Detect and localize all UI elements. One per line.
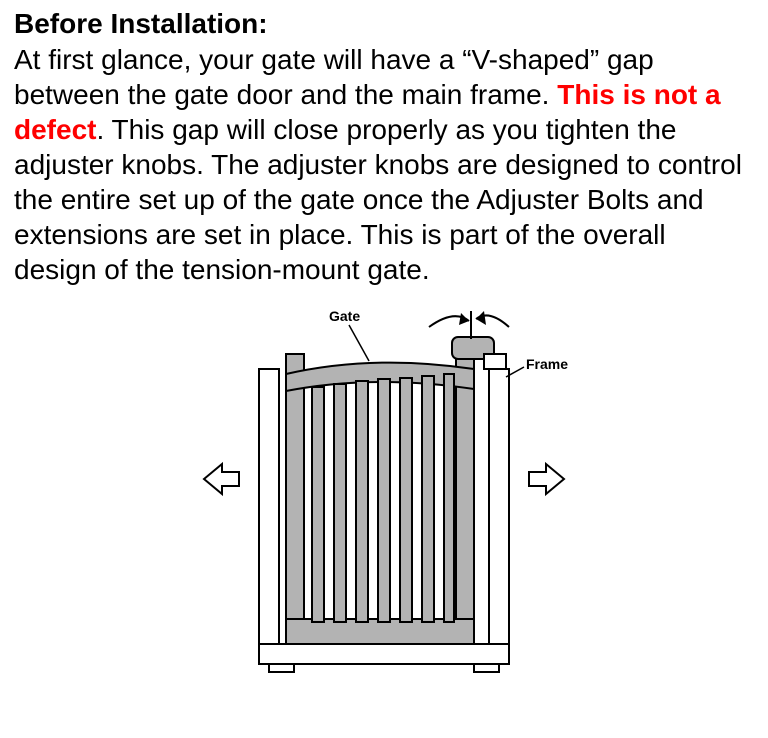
right-arrow-icon (529, 464, 564, 494)
left-foot (269, 664, 294, 672)
frame-bottom-bar (259, 644, 509, 664)
frame-right-post (489, 369, 509, 664)
gate-label: Gate (329, 308, 360, 324)
left-arrow-icon (204, 464, 239, 494)
gate-door (286, 344, 474, 644)
motion-arrows-icon (429, 311, 509, 339)
frame-left-post (259, 369, 279, 664)
body-paragraph: At first glance, your gate will have a “… (14, 42, 754, 287)
frame-label: Frame (526, 356, 568, 372)
section-heading: Before Installation: (14, 8, 754, 40)
gate-diagram: Gate Frame (174, 299, 594, 679)
body-part2: . This gap will close properly as you ti… (14, 114, 742, 285)
diagram-container: Gate Frame (14, 299, 754, 679)
right-foot (474, 664, 499, 672)
gate-leader-line (349, 325, 369, 361)
